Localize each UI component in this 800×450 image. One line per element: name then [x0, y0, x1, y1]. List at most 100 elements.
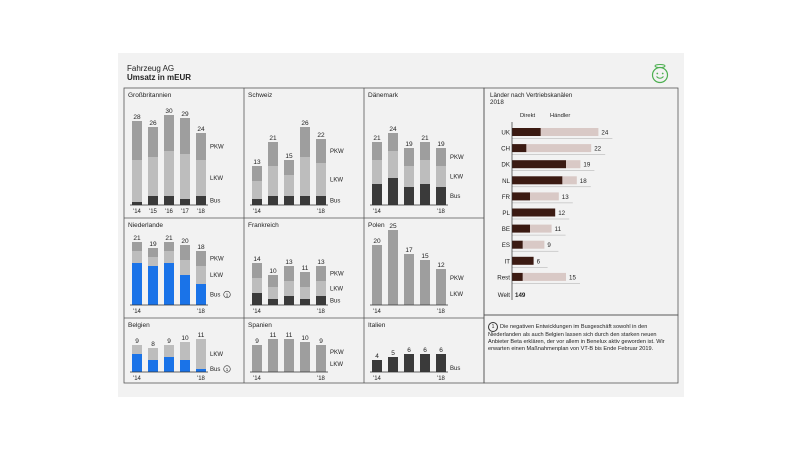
bar-segment [196, 251, 206, 266]
bar-total-label: 22 [594, 146, 601, 153]
bar-segment [180, 275, 190, 305]
bar-segment [372, 184, 382, 205]
bar-segment [132, 354, 142, 372]
bar-segment [164, 263, 174, 305]
bar [404, 354, 414, 372]
bar-segment [540, 128, 599, 136]
bar-segment [300, 272, 310, 287]
bar-value-label: 15 [421, 253, 429, 260]
category-label: BE [502, 226, 510, 233]
bar [404, 254, 414, 305]
bar-segment [180, 118, 190, 154]
bar-total-label: 20 [181, 238, 189, 245]
bar-segment [252, 181, 262, 199]
company-name: Fahrzeug AG [127, 64, 175, 73]
bar-total-label: 19 [437, 141, 445, 148]
bar-value-label: 6 [407, 347, 411, 354]
bar-value-label: 11 [286, 332, 293, 339]
bar-segment [284, 196, 294, 205]
bar-segment [284, 296, 294, 305]
bar-value-label: 9 [255, 338, 259, 345]
panel-title: Spanien [248, 322, 272, 329]
bar-total-label: 6 [537, 258, 541, 265]
bar-segment [196, 369, 206, 372]
legend-direkt: Direkt [520, 113, 536, 119]
bar-segment [316, 163, 326, 196]
category-label: UK [501, 130, 510, 137]
bar-segment [522, 240, 545, 249]
bar [388, 357, 398, 372]
panel-title: Großbritannien [128, 92, 172, 99]
channel-chart-year: 2018 [490, 99, 504, 106]
bar-total-label: 22 [317, 132, 325, 139]
segment-label: Bus [450, 366, 460, 372]
bar [420, 354, 430, 372]
bar-total-label: 10 [181, 335, 189, 342]
bar-total-label: 26 [301, 120, 309, 127]
bar-total-label: 24 [389, 126, 397, 133]
bar-segment [132, 263, 142, 305]
bar-total-label: 18 [197, 244, 205, 251]
bar-segment [164, 251, 174, 263]
bar [372, 245, 382, 305]
segment-label: Bus [210, 199, 220, 205]
bar-total-label: 19 [583, 162, 590, 169]
bar-segment [180, 199, 190, 205]
x-tick-label: '18 [437, 209, 445, 215]
bar-total-label: 8 [151, 341, 155, 348]
bar [316, 345, 326, 372]
panel-title: Belgien [128, 322, 150, 329]
bar-total-label: 9 [547, 242, 551, 249]
bar-segment [180, 245, 190, 260]
bar-segment [164, 196, 174, 205]
bar-segment [512, 272, 523, 281]
bar-segment [562, 176, 577, 185]
x-tick-label: '18 [197, 309, 205, 315]
bar-total-label: 10 [269, 268, 277, 275]
x-tick-label: '14 [133, 309, 141, 315]
bar-segment [148, 348, 158, 360]
bar-segment [252, 199, 262, 205]
bar-segment [132, 242, 142, 251]
bar-total-label: 28 [133, 114, 141, 121]
footnote-marker-label: 1 [226, 367, 229, 372]
bar-segment [268, 287, 278, 299]
bar-segment [268, 299, 278, 305]
bar-segment [180, 360, 190, 372]
bar-segment [512, 176, 563, 185]
bar-value-label: 6 [439, 347, 443, 354]
bar [252, 345, 262, 372]
bar-segment [388, 178, 398, 205]
bar-total-label: 29 [181, 111, 189, 118]
bar-segment [420, 184, 430, 205]
x-tick-label: '18 [317, 309, 325, 315]
bar-segment [526, 144, 592, 153]
bar-total-label: 19 [405, 141, 413, 148]
smiley-icon [648, 62, 672, 89]
panel-title: Schweiz [248, 92, 272, 99]
bar-value-label: 12 [437, 262, 445, 269]
bar-total-label: 14 [253, 256, 261, 263]
segment-label: PKW [330, 272, 344, 278]
bar-segment [252, 293, 262, 305]
x-tick-label: '16 [165, 209, 173, 215]
bar-total-label: 9 [135, 338, 139, 345]
bar-segment [284, 281, 294, 296]
bar-segment [316, 296, 326, 305]
bar-segment [148, 360, 158, 372]
bar-segment [316, 281, 326, 296]
category-label: DK [501, 162, 510, 169]
segment-label: LKW [210, 273, 223, 279]
segment-label: LKW [450, 175, 463, 181]
segment-label: LKW [330, 287, 343, 293]
bar-segment [566, 160, 581, 169]
bar [372, 360, 382, 372]
bar-segment [196, 160, 206, 196]
bar-total-label: 13 [562, 194, 569, 201]
bar-segment [164, 242, 174, 251]
segment-label: Bus [330, 199, 340, 205]
bar-segment [148, 266, 158, 305]
panel-title: Italien [368, 322, 386, 329]
bar-segment [372, 142, 382, 160]
segment-label: Bus [210, 367, 220, 373]
